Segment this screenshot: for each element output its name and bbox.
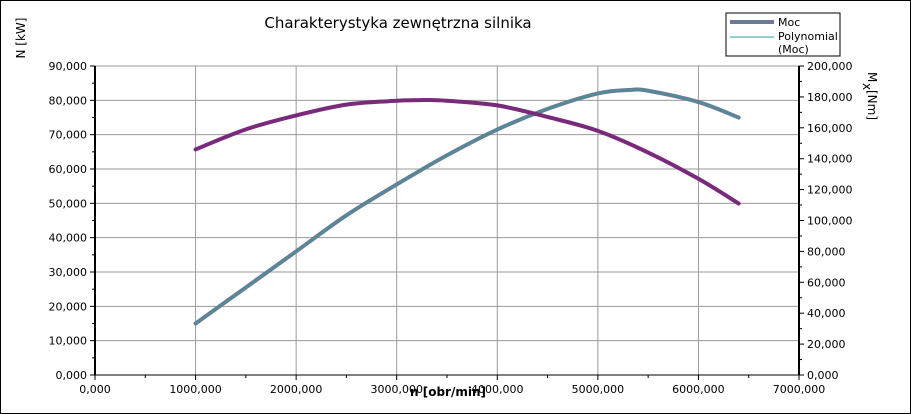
- legend-label-moc: Moc: [778, 16, 800, 29]
- y-right-tick-label: 60,000: [807, 276, 846, 289]
- data-point: [697, 177, 700, 180]
- x-axis-label: n [obr/min]: [410, 385, 486, 399]
- data-point: [597, 92, 599, 95]
- data-point: [345, 103, 348, 106]
- data-point: [295, 114, 297, 117]
- data-point: [395, 99, 398, 102]
- y-right-tick-label: 40,000: [807, 307, 846, 320]
- y-right-tick-label: 180,000: [807, 91, 853, 104]
- y-left-tick-label: 30,000: [49, 266, 88, 279]
- y-right-axis-label-main: M: [865, 72, 879, 82]
- data-point: [496, 104, 499, 107]
- data-point: [546, 116, 549, 118]
- y-left-tick-label: 60,000: [49, 163, 88, 176]
- x-tick-label: 7000,000: [773, 383, 826, 396]
- x-tick-label: 0,000: [79, 383, 111, 396]
- y-left-tick-label: 70,000: [49, 129, 88, 142]
- data-point: [627, 89, 629, 91]
- legend-label-polynomial-line2: (Moc): [778, 43, 809, 56]
- data-point: [194, 148, 197, 151]
- series-line-mx: [193, 97, 741, 206]
- y-right-tick-label: 100,000: [807, 215, 853, 228]
- data-point: [697, 101, 700, 103]
- y-right-tick-label: 200,000: [807, 60, 853, 73]
- y-right-tick-label: 80,000: [807, 245, 846, 258]
- axes: [90, 65, 804, 380]
- tick-labels: 0,000 10,000 20,000 30,000 40,000 50,000 60,00…: [49, 60, 853, 396]
- x-tick-label: 2000,000: [270, 383, 323, 396]
- data-point: [395, 183, 398, 186]
- y-left-tick-label: 80,000: [49, 94, 88, 107]
- y-left-axis-label: N [kW]: [14, 18, 28, 59]
- y-right-tick-label: 20,000: [807, 338, 846, 351]
- chart-title: Charakterystyka zewnętrzna silnika: [264, 14, 531, 32]
- data-point: [496, 128, 499, 131]
- y-right-tick-label: 140,000: [807, 153, 853, 166]
- series-line-moc: [193, 87, 741, 326]
- y-right-axis-label-unit: [Nm]: [865, 90, 879, 120]
- x-tick-label: 1000,000: [169, 383, 222, 396]
- data-point: [546, 108, 549, 110]
- data-point: [245, 286, 247, 289]
- series-line-polynomial-moc: [195, 88, 740, 324]
- data-point: [245, 128, 247, 131]
- legend-label-polynomial-line1: Polynomial: [778, 30, 838, 43]
- data-point: [426, 99, 428, 101]
- y-right-axis-label: M x [Nm]: [860, 72, 879, 120]
- y-left-tick-label: 50,000: [49, 197, 88, 210]
- legend: Moc Polynomial (Moc): [725, 12, 841, 57]
- data-point: [345, 214, 348, 217]
- data-point: [647, 151, 649, 154]
- data-point: [597, 130, 599, 132]
- data-point: [737, 116, 740, 119]
- series-lines: [193, 87, 741, 326]
- data-point: [295, 250, 297, 253]
- y-right-tick-label: 160,000: [807, 122, 853, 135]
- x-tick-label: 4000,000: [471, 383, 524, 396]
- data-point: [647, 89, 649, 92]
- data-point: [446, 154, 448, 157]
- legend-label-polynomial: Polynomial (Moc): [778, 30, 841, 56]
- y-left-tick-label: 20,000: [49, 300, 88, 313]
- x-tick-label: 5000,000: [572, 383, 625, 396]
- y-right-tick-label: 0,000: [807, 369, 839, 382]
- y-left-tick-label: 90,000: [49, 60, 88, 73]
- y-right-tick-label: 120,000: [807, 184, 853, 197]
- grid-lines: [94, 65, 800, 376]
- x-tick-label: 3000,000: [370, 383, 423, 396]
- data-point: [737, 202, 740, 205]
- y-left-tick-label: 40,000: [49, 232, 88, 245]
- y-right-axis-label-sub: x: [860, 83, 874, 90]
- data-point: [446, 99, 448, 102]
- y-left-tick-label: 10,000: [49, 335, 88, 348]
- x-tick-label: 6000,000: [672, 383, 725, 396]
- y-left-tick-label: 0,000: [56, 369, 88, 382]
- data-point: [194, 322, 197, 325]
